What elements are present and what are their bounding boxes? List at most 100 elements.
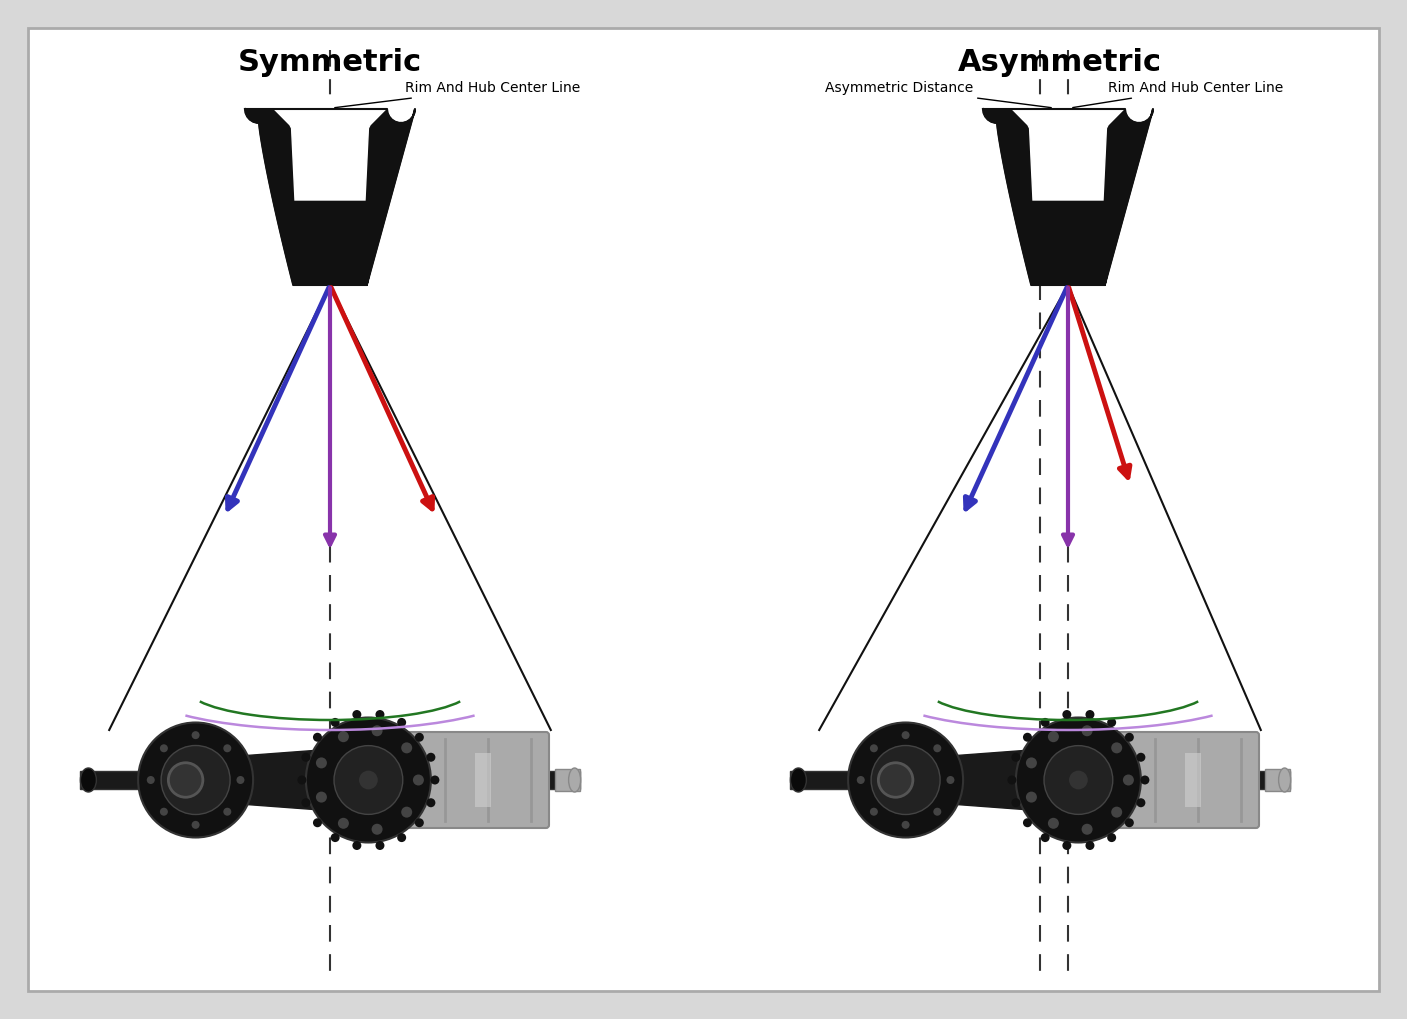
Circle shape: [338, 818, 349, 828]
Circle shape: [1082, 726, 1093, 737]
Circle shape: [902, 821, 909, 828]
Circle shape: [224, 808, 231, 816]
Circle shape: [312, 818, 322, 827]
Circle shape: [191, 732, 200, 739]
Circle shape: [898, 771, 915, 789]
Circle shape: [371, 823, 383, 835]
Circle shape: [352, 841, 362, 850]
Circle shape: [415, 818, 424, 827]
Bar: [1265, 769, 1290, 791]
Circle shape: [338, 732, 349, 742]
Circle shape: [401, 807, 412, 817]
Circle shape: [160, 744, 167, 752]
Circle shape: [1137, 753, 1145, 762]
Polygon shape: [186, 745, 387, 815]
Circle shape: [236, 776, 245, 784]
Circle shape: [1137, 798, 1145, 807]
Circle shape: [1062, 710, 1071, 719]
Circle shape: [878, 763, 913, 797]
Circle shape: [870, 744, 878, 752]
Circle shape: [301, 798, 311, 807]
Text: Symmetric: Symmetric: [238, 48, 422, 76]
Ellipse shape: [1279, 768, 1290, 792]
Circle shape: [352, 710, 362, 719]
Circle shape: [1085, 841, 1095, 850]
Circle shape: [857, 776, 865, 784]
Circle shape: [1007, 775, 1016, 785]
Circle shape: [1012, 753, 1020, 762]
Circle shape: [297, 775, 307, 785]
Circle shape: [1023, 733, 1031, 742]
Circle shape: [1041, 718, 1050, 727]
Circle shape: [146, 776, 155, 784]
Text: Rim And Hub Center Line: Rim And Hub Center Line: [1072, 81, 1283, 108]
Circle shape: [1112, 743, 1123, 753]
Circle shape: [333, 746, 402, 814]
Circle shape: [301, 753, 311, 762]
Circle shape: [1107, 834, 1116, 842]
Circle shape: [317, 792, 326, 803]
Circle shape: [1107, 718, 1116, 727]
Circle shape: [305, 717, 431, 843]
Circle shape: [1012, 798, 1020, 807]
Polygon shape: [999, 95, 1138, 200]
Circle shape: [187, 771, 204, 789]
Circle shape: [1082, 823, 1093, 835]
Circle shape: [412, 774, 424, 786]
Circle shape: [224, 744, 231, 752]
Circle shape: [1062, 841, 1071, 850]
Circle shape: [1041, 834, 1050, 842]
Circle shape: [160, 808, 167, 816]
Circle shape: [191, 821, 200, 828]
Circle shape: [1016, 717, 1141, 843]
Circle shape: [138, 722, 253, 838]
Circle shape: [312, 733, 322, 742]
Circle shape: [848, 722, 964, 838]
Circle shape: [1026, 757, 1037, 768]
Circle shape: [397, 718, 407, 727]
Bar: [1185, 753, 1200, 807]
Circle shape: [431, 775, 439, 785]
Circle shape: [1069, 770, 1088, 790]
Circle shape: [1048, 732, 1059, 742]
FancyBboxPatch shape: [384, 732, 549, 828]
Ellipse shape: [80, 768, 97, 792]
Text: Asymmetric Distance: Asymmetric Distance: [825, 81, 1051, 108]
Circle shape: [371, 726, 383, 737]
Polygon shape: [260, 95, 400, 200]
Circle shape: [871, 746, 940, 814]
Circle shape: [426, 753, 435, 762]
Polygon shape: [896, 745, 1097, 815]
Circle shape: [160, 746, 231, 814]
Circle shape: [1048, 818, 1059, 828]
Circle shape: [1112, 807, 1123, 817]
FancyBboxPatch shape: [1095, 732, 1259, 828]
Circle shape: [933, 744, 941, 752]
Circle shape: [376, 841, 384, 850]
Circle shape: [1124, 733, 1134, 742]
Circle shape: [426, 798, 435, 807]
Circle shape: [317, 757, 326, 768]
Circle shape: [1124, 818, 1134, 827]
Circle shape: [947, 776, 954, 784]
Bar: [554, 769, 580, 791]
Circle shape: [902, 732, 909, 739]
Text: Asymmetric: Asymmetric: [958, 48, 1162, 76]
Circle shape: [169, 763, 203, 797]
Circle shape: [415, 733, 424, 742]
Bar: [474, 753, 491, 807]
Circle shape: [870, 808, 878, 816]
Circle shape: [331, 834, 339, 842]
Circle shape: [1123, 774, 1134, 786]
Bar: [80, 771, 580, 789]
Circle shape: [1044, 746, 1113, 814]
Circle shape: [1141, 775, 1150, 785]
Text: Rim And Hub Center Line: Rim And Hub Center Line: [335, 81, 580, 108]
Circle shape: [1026, 792, 1037, 803]
Polygon shape: [983, 109, 1152, 285]
Circle shape: [331, 718, 339, 727]
Circle shape: [401, 743, 412, 753]
Bar: [791, 771, 1290, 789]
Circle shape: [359, 770, 377, 790]
Circle shape: [933, 808, 941, 816]
